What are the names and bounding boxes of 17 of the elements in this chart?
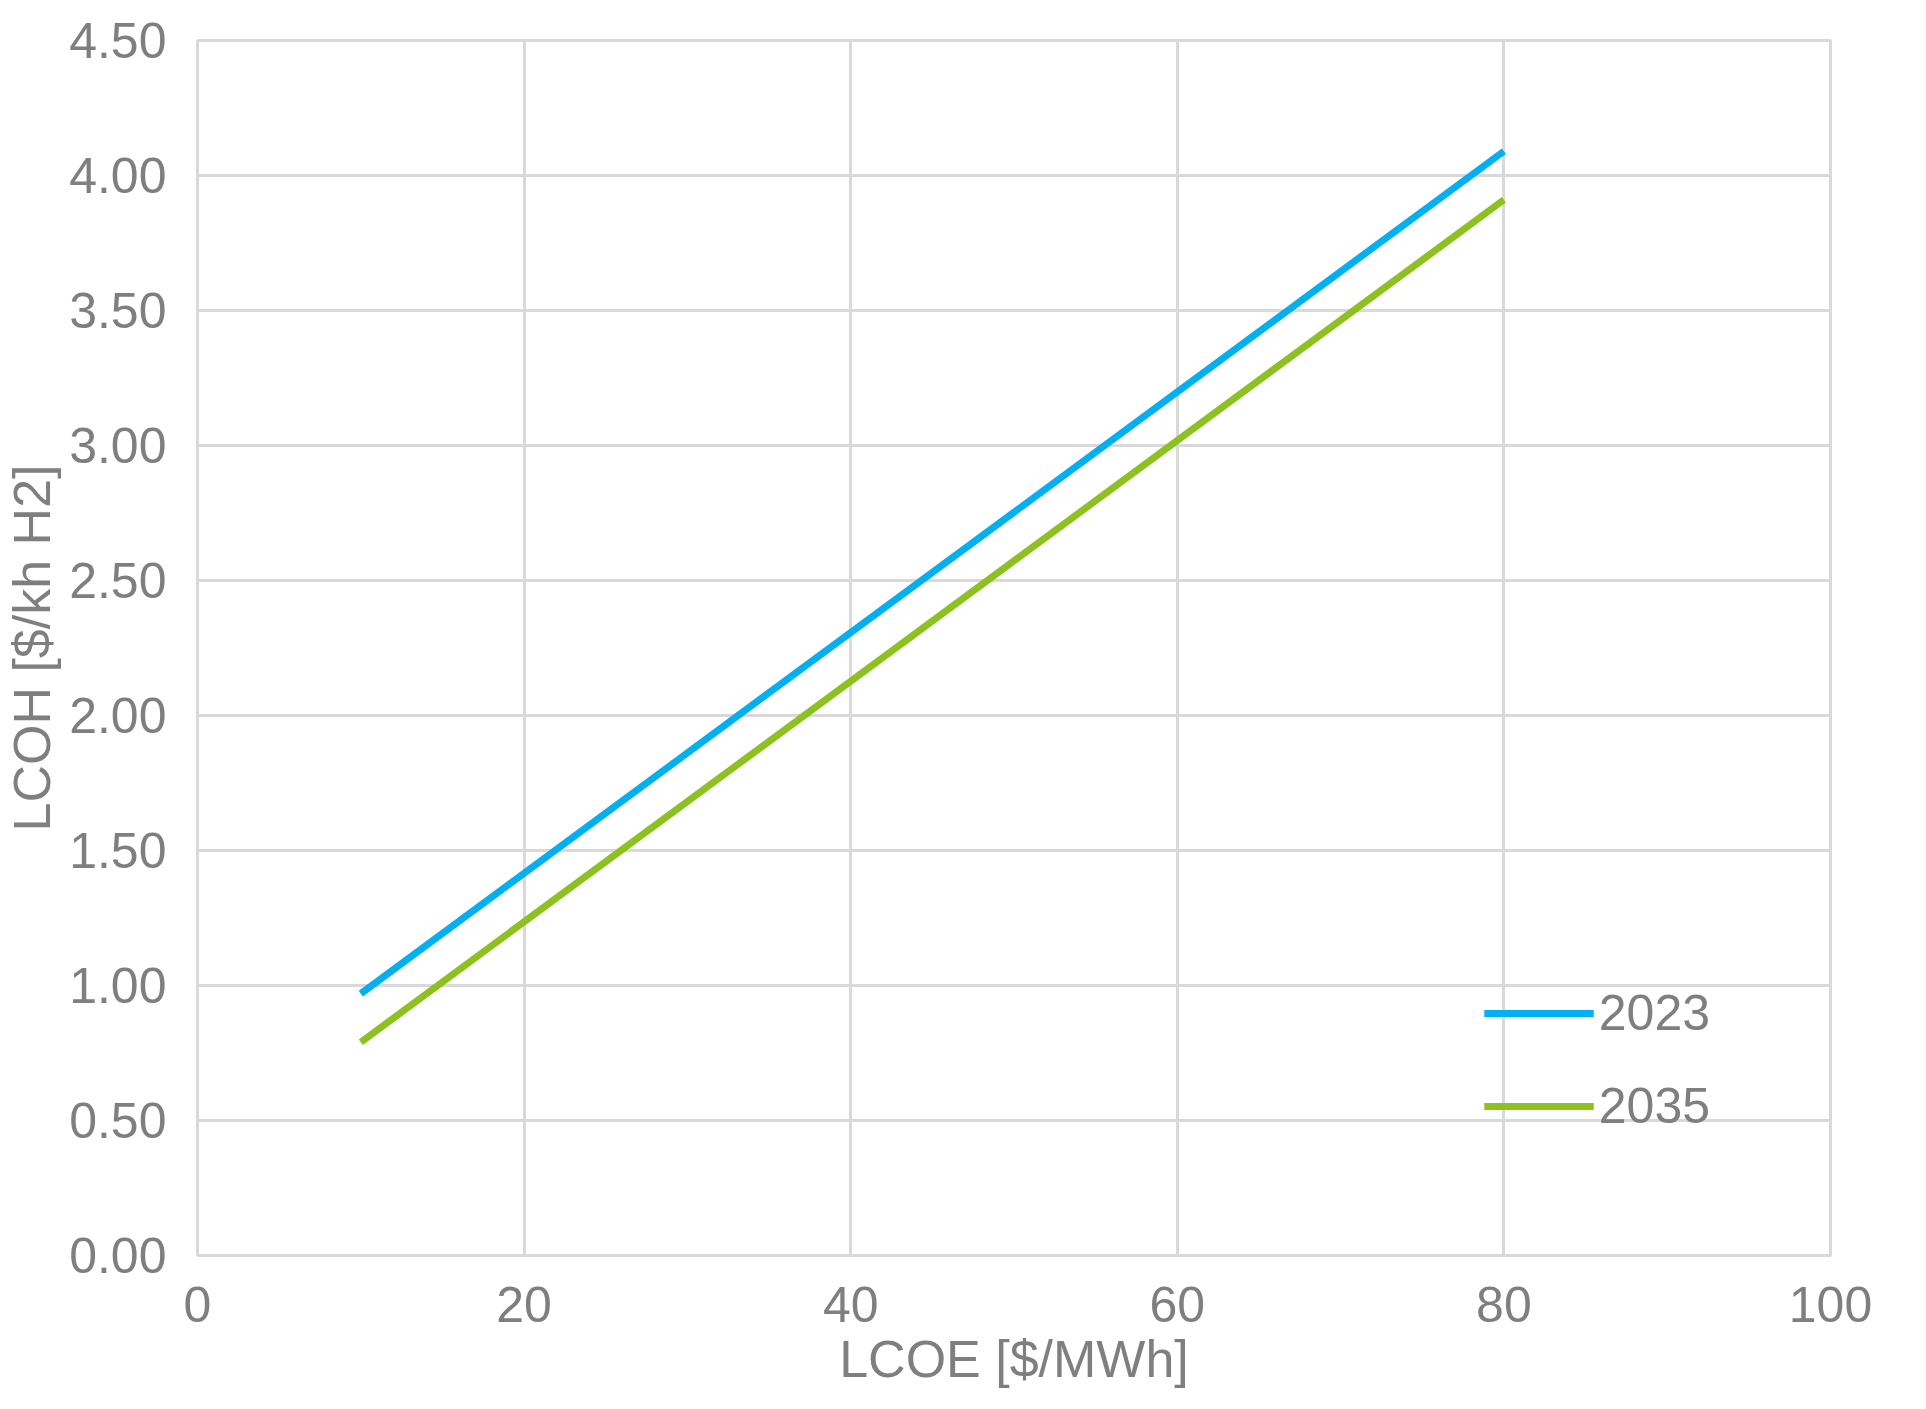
y-tick-label: 0.50	[69, 1093, 167, 1149]
y-tick-label: 1.50	[69, 823, 167, 879]
y-tick-label: 3.00	[69, 418, 167, 474]
legend-label: 2023	[1598, 984, 1710, 1042]
legend-label: 2035	[1598, 1077, 1710, 1135]
y-tick-label: 2.50	[69, 553, 167, 609]
y-tick-label: 1.00	[69, 958, 167, 1014]
y-tick-label: 4.00	[69, 148, 167, 204]
x-tick-label: 20	[496, 1276, 552, 1333]
y-tick-label: 4.50	[69, 13, 167, 69]
y-tick-label: 0.00	[69, 1228, 167, 1284]
x-tick-label: 100	[1788, 1276, 1873, 1333]
x-tick-label: 80	[1476, 1276, 1532, 1333]
y-tick-label: 3.50	[69, 283, 167, 339]
y-tick-label: 2.00	[69, 688, 167, 744]
x-tick-label: 0	[183, 1276, 212, 1333]
y-axis-title: LCOH [$/kh H2]	[3, 464, 62, 832]
